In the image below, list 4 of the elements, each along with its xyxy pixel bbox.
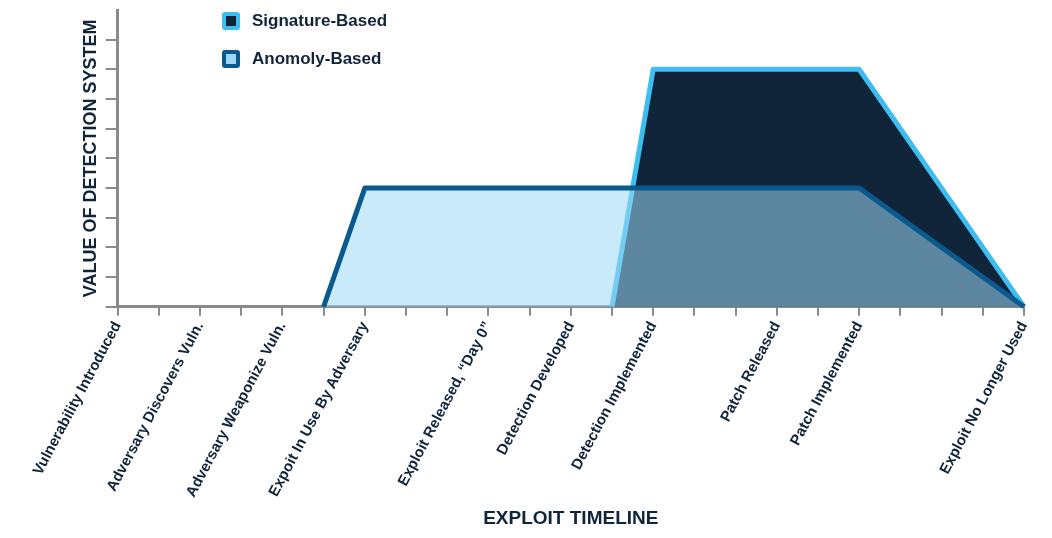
- y-axis-title: VALUE OF DETECTION SYSTEM: [79, 19, 100, 298]
- legend-label: Anomoly-Based: [252, 49, 382, 69]
- legend-label: Signature-Based: [252, 11, 388, 31]
- x-axis-title: EXPLOIT TIMELINE: [483, 506, 659, 528]
